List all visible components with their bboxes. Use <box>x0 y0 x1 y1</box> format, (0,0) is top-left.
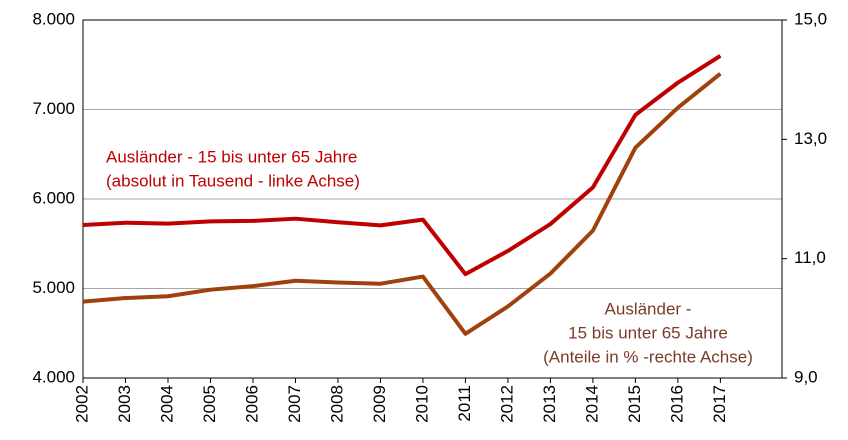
x-tick-label: 2013 <box>540 385 559 423</box>
series-line <box>82 54 722 277</box>
y2-tick-label: 15,0 <box>794 9 827 28</box>
annotation: Ausländer - <box>605 299 692 318</box>
y-tick-label: 4.000 <box>32 367 75 386</box>
x-tick-label: 2011 <box>455 385 474 422</box>
y-tick-label: 5.000 <box>32 278 75 297</box>
x-tick-label: 2015 <box>625 385 644 423</box>
x-tick-label: 2010 <box>412 385 431 423</box>
x-tick-label: 2004 <box>157 385 176 423</box>
x-tick-label: 2003 <box>115 385 134 423</box>
annotation: 15 bis unter 65 Jahre <box>568 323 728 342</box>
x-tick-label: 2008 <box>327 385 346 423</box>
series-line <box>82 72 722 336</box>
annotation: (absolut in Tausend - linke Achse) <box>106 171 360 190</box>
x-tick-label: 2007 <box>285 385 304 423</box>
y-tick-label: 7.000 <box>32 99 75 118</box>
y-tick-label: 6.000 <box>32 188 75 207</box>
y-tick-label: 8.000 <box>32 9 75 28</box>
x-tick-label: 2017 <box>710 385 729 423</box>
annotation: (Anteile in % -rechte Achse) <box>543 347 753 366</box>
plot-frame <box>82 19 783 379</box>
x-tick-label: 2006 <box>242 385 261 423</box>
x-tick-label: 2012 <box>497 385 516 423</box>
x-tick-label: 2009 <box>370 385 389 423</box>
annotation: Ausländer - 15 bis unter 65 Jahre <box>106 147 357 166</box>
x-tick-label: 2016 <box>667 385 686 423</box>
x-tick-label: 2002 <box>72 385 91 423</box>
x-tick-label: 2005 <box>200 385 219 423</box>
y2-tick-label: 11,0 <box>794 248 826 267</box>
y2-tick-label: 13,0 <box>794 129 827 148</box>
x-tick-label: 2014 <box>582 385 601 423</box>
y2-tick-label: 9,0 <box>794 367 818 386</box>
